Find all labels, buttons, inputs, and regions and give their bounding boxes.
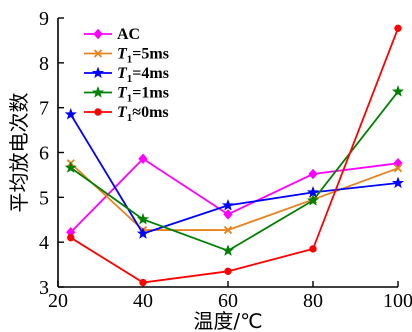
data-point — [224, 267, 232, 276]
legend-label-main: T — [117, 104, 128, 121]
data-point — [139, 278, 147, 287]
legend-item: T1≈0ms — [84, 104, 169, 124]
data-point — [138, 153, 148, 165]
legend-label-main: T — [117, 65, 128, 82]
legend-label: T1=4ms — [117, 65, 169, 85]
y-tick-label: 4 — [39, 232, 49, 254]
x-tick-label: 60 — [218, 290, 238, 312]
y-tick-label: 3 — [39, 277, 49, 299]
legend-label-rest: =5ms — [132, 46, 169, 63]
x-tick-label: 20 — [48, 290, 68, 312]
data-point — [221, 199, 235, 211]
legend-item: T1=5ms — [84, 46, 169, 66]
legend-label-sub: 1 — [127, 93, 133, 105]
y-axis-title: 平均放电次数 — [7, 93, 31, 213]
y-tick-label: 9 — [39, 8, 49, 30]
x-tick-label: 80 — [303, 290, 323, 312]
data-point — [136, 227, 150, 239]
legend-label-sub: 1 — [127, 73, 133, 85]
data-point — [393, 164, 403, 173]
y-tick-label: 8 — [39, 53, 49, 75]
data-point — [391, 85, 405, 97]
data-point — [391, 176, 405, 189]
legend-label: T1≈0ms — [117, 104, 169, 124]
data-point — [64, 108, 77, 120]
series-0 — [66, 153, 403, 238]
x-tick-label: 100 — [383, 290, 412, 312]
x-tick-label: 40 — [133, 290, 153, 312]
data-point — [221, 244, 235, 256]
data-point — [67, 233, 75, 242]
data-point — [394, 24, 402, 33]
data-point — [223, 225, 233, 235]
legend-label-sub: 1 — [127, 112, 133, 124]
legend-marker — [91, 66, 105, 79]
y-tick-label: 5 — [39, 187, 49, 209]
legend-marker — [93, 28, 103, 40]
series-2 — [64, 108, 405, 239]
y-tick-label: 7 — [39, 98, 49, 120]
data-point — [308, 168, 318, 180]
series-layer — [64, 24, 405, 287]
legend-label: T1=5ms — [117, 46, 169, 66]
legend-label-rest: =1ms — [132, 85, 169, 102]
legend-item: AC — [84, 26, 140, 43]
legend-label-main: T — [117, 85, 128, 102]
legend-label: T1=1ms — [117, 85, 169, 105]
legend-marker — [91, 86, 105, 98]
data-point — [136, 212, 150, 225]
series-line — [69, 113, 399, 235]
legend-marker — [94, 108, 102, 116]
series-3 — [64, 85, 405, 256]
x-axis-ticks: 20 40 60 80 100 — [48, 281, 412, 312]
series-1 — [66, 159, 403, 235]
data-point — [223, 209, 233, 220]
series-4 — [67, 24, 402, 287]
plot-area: 20 40 60 80 100 3 4 5 6 7 8 9 — [39, 8, 412, 312]
y-axis-ticks: 3 4 5 6 7 8 9 — [39, 8, 64, 299]
legend-label-rest: ≈0ms — [132, 104, 168, 121]
data-point — [309, 245, 317, 253]
legend-label-main: T — [117, 46, 128, 63]
legend-label: AC — [117, 26, 140, 43]
y-tick-label: 6 — [39, 143, 49, 165]
legend-label-rest: =4ms — [132, 65, 169, 82]
legend-item: T1=1ms — [84, 85, 169, 105]
data-point — [306, 194, 320, 206]
data-point — [64, 161, 77, 173]
legend-marker — [93, 49, 103, 58]
x-axis-title: 温度/℃ — [193, 309, 262, 332]
legend-item: T1=4ms — [84, 65, 169, 85]
legend-label-sub: 1 — [127, 54, 133, 66]
